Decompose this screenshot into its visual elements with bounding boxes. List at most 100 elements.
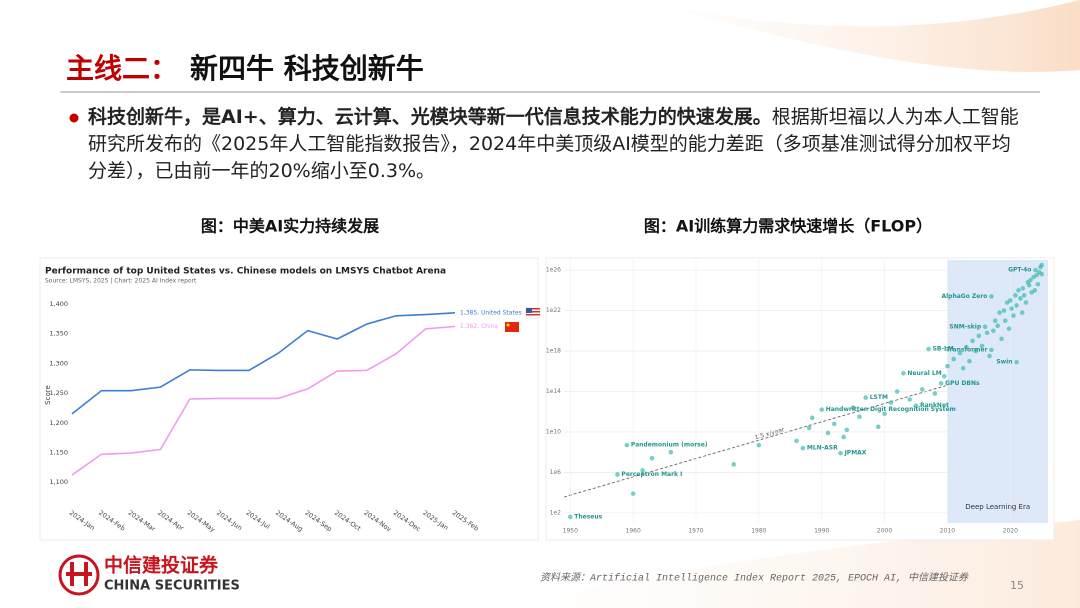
company-name: 中信建投证券 [104,554,219,577]
data-point [976,333,982,339]
y-tick-label: 1e14 [546,388,561,395]
data-point [844,427,850,433]
point-label: Swin [996,359,1012,366]
point-label: LSTM [870,394,888,401]
x-tick-label: 1980 [751,528,766,535]
data-point [989,294,994,299]
data-point [1023,300,1029,305]
x-tick-label: 1950 [563,528,578,535]
data-point [841,434,847,440]
decoration [640,0,1080,72]
x-tick-label: 1970 [688,528,703,535]
trend-line [563,384,949,498]
data-point [913,403,919,408]
data-point [831,421,837,427]
point-label: GPT-4o [1008,267,1031,274]
data-point [882,411,887,417]
data-point [987,353,992,359]
bullet-dot [69,113,79,123]
data-point [1021,293,1027,298]
data-point [1001,308,1007,313]
chart-subtitle: Source: LMSYS, 2025 | Chart: 2025 AI Ind… [45,278,197,285]
data-point [630,491,636,496]
shaded-region-label: Deep Learning Era [965,503,1030,511]
data-point [999,336,1004,342]
point-label: SNM-skip [949,323,981,330]
y-tick-label: 1e6 [550,469,562,476]
bullet-body: 根据斯坦福以人为本人工智能研究所发布的《2025年人工智能指数报告》，2024年… [88,106,1019,182]
data-point [794,438,799,444]
data-point [984,330,990,336]
data-point [875,424,881,430]
point-label: MLN-ASR [807,445,838,452]
data-point [970,338,975,344]
x-tick-label: 1960 [626,528,641,535]
data-point [997,310,1002,315]
data-point [957,350,963,356]
data-point [1013,293,1018,298]
data-point [907,397,913,402]
point-label: JPMAX [844,450,867,457]
data-point [995,323,1001,328]
data-point [1007,298,1013,303]
data-point [926,346,931,352]
y-tick-label: 1e10 [546,428,561,435]
data-point [967,358,972,364]
data-point [800,445,806,451]
data-point [894,389,900,394]
point-label: RankNet [920,402,949,409]
data-point [951,356,957,362]
data-point [1039,262,1045,268]
decoration [500,520,1080,608]
data-point [615,472,620,477]
x-tick-label: 2000 [877,528,892,535]
data-point [1009,306,1014,311]
y-tick-label: 1,350 [49,330,68,338]
data-point [649,455,655,461]
title-prefix: 主线二： [66,52,178,85]
data-point [1033,267,1038,273]
data-point [960,365,966,371]
data-point [1002,318,1008,323]
data-point [1014,359,1019,365]
data-point [850,405,856,411]
data-point [819,407,825,412]
data-point [806,425,812,431]
data-point [941,373,947,379]
data-point [982,324,988,330]
logo [58,554,100,596]
data-point [1014,303,1019,308]
bullet-bold: 科技创新牛，是AI+、算力、云计算、光模块等新一代信息技术能力的快速发展。 [88,106,772,128]
page-number: 15 [1010,579,1024,592]
x-tick-label: 2010 [940,528,955,535]
point-label: Theseus [574,513,602,520]
data-point [863,395,869,400]
series-end-label: 1,362, China [460,323,498,330]
data-point [938,381,944,386]
point-label: Perceptron Mark I [621,471,682,478]
data-point [756,442,762,448]
company-name-en: CHINA SECURITIES [104,579,240,594]
data-point [991,328,996,334]
chart-caption: 图：AI训练算力需求快速增长（FLOP） [644,217,932,236]
x-tick-label: 1990 [814,528,829,535]
data-point [1020,285,1026,291]
data-point [1039,271,1045,277]
data-point [1006,326,1012,332]
data-point [973,348,979,354]
data-point [1019,310,1025,315]
data-point [901,370,906,376]
title: 新四牛 科技创新牛 [190,52,424,85]
y-tick-label: 1e22 [546,307,561,314]
data-point [1016,288,1021,293]
data-point [989,347,994,353]
source-note: 资料来源：Artificial Intelligence Index Repor… [540,572,969,585]
data-point [1026,282,1032,288]
data-point [979,343,985,349]
y-tick-label: 1,150 [49,449,68,457]
y-tick-label: 1e26 [546,267,561,274]
china-flag [505,322,519,332]
y-tick-label: 1,250 [49,389,68,397]
y-tick-label: 1e2 [550,509,562,516]
